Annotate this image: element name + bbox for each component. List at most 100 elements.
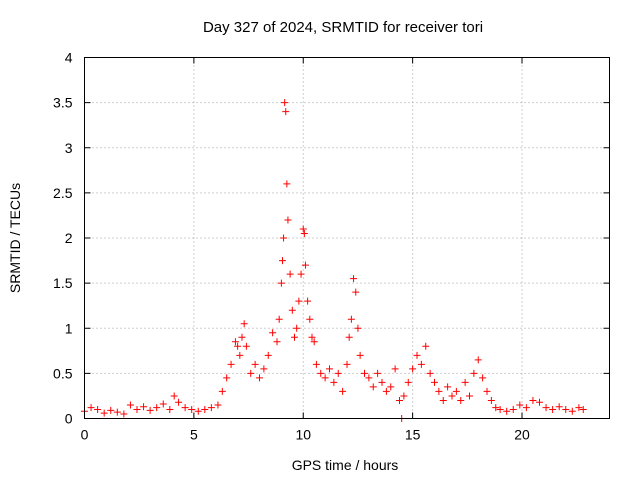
data-point [391,365,399,373]
data-point [283,180,291,188]
y-tick-label: 1 [65,320,73,336]
data-point [140,403,148,411]
data-point [439,396,447,404]
data-point [350,275,358,283]
data-point [365,374,373,382]
data-point [431,378,438,386]
data-point [326,365,333,373]
data-point [297,270,305,278]
x-tick-label: 10 [295,427,311,443]
data-point [509,405,517,413]
data-point [396,396,403,404]
data-point [317,369,325,377]
data-point [444,383,452,391]
x-tick-labels: 0 5 10 15 20 [81,427,530,443]
data-point [256,374,263,382]
y-tick-label: 1.5 [53,275,73,291]
data-point [247,369,255,377]
data-point [522,404,530,412]
data-point [474,356,482,364]
data-point [461,378,469,386]
grid [84,57,610,419]
data-point [321,374,329,382]
data-point [339,387,347,395]
data-point [288,306,296,314]
data-point [496,405,504,413]
data-point [214,401,222,409]
x-axis-label: GPS time / hours [292,457,399,473]
data-point [422,342,430,350]
x-tick-label: 15 [405,427,421,443]
data-point [281,99,289,107]
y-tick-label: 4 [65,50,73,66]
data-point [260,365,268,373]
data-point [330,378,338,386]
data-point [387,383,395,391]
data-point [503,407,511,415]
data-point [529,396,537,404]
data-point [133,405,141,413]
data-point [234,342,242,350]
data-point [295,297,303,305]
data-point [479,374,487,382]
data-point [345,333,353,341]
x-tick-label: 20 [514,427,530,443]
data-point [291,333,298,341]
data-point [347,315,355,323]
data-point [207,404,215,412]
data-point [310,338,318,346]
data-point [201,405,209,413]
y-axis-label: SRMTID / TECUs [7,183,23,293]
data-point [218,387,226,395]
data-point [299,225,307,233]
data-point [334,369,342,377]
data-point [579,405,587,413]
data-point [286,270,294,278]
y-tick-label: 0.5 [53,365,73,381]
data-points [81,99,587,422]
data-point [107,406,115,414]
y-tick-label: 3 [65,140,73,156]
data-point [304,297,312,305]
data-point [293,324,301,332]
data-point [575,404,583,412]
data-point [227,360,235,368]
data-point [354,324,362,332]
data-point [269,329,277,337]
data-point [264,351,272,359]
data-point [170,392,178,400]
data-point [492,404,500,412]
data-point [435,387,443,395]
data-point [284,216,292,224]
y-tick-label: 2 [65,230,73,246]
data-point [352,288,360,296]
data-point [361,369,368,377]
data-point [470,369,478,377]
data-point [153,404,161,412]
data-point [404,378,412,386]
data-point [181,404,189,412]
data-point [400,392,408,400]
y-tick-label: 3.5 [53,95,73,111]
data-point [306,315,314,323]
data-point [242,342,250,350]
data-point [100,409,108,417]
data-point [369,383,377,391]
data-point [343,360,351,368]
data-point [94,405,102,413]
data-point [175,398,183,406]
x-tick-label: 5 [190,427,198,443]
data-point [166,405,174,413]
x-tick-label: 0 [81,427,89,443]
axis-ticks [84,57,610,419]
data-point [562,405,570,413]
data-point [300,229,308,237]
data-point [240,320,248,328]
data-point [542,404,550,412]
data-point [382,387,390,395]
data-point [457,396,465,404]
data-point [113,408,121,416]
data-point [452,387,460,395]
data-point [273,338,281,346]
